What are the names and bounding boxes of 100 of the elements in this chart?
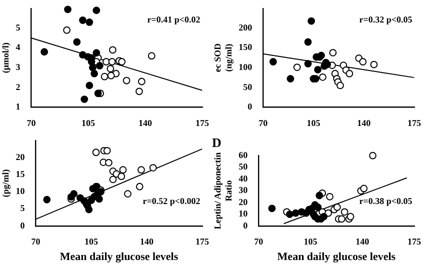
y-tick-label: 4 [16,42,21,52]
point [326,192,334,200]
x-tick-label: 175 [196,236,210,247]
point [100,72,108,80]
point [268,204,276,212]
point [346,70,354,78]
point [336,82,344,90]
point [314,66,322,74]
y-axis-title: (μmol/l) [0,42,11,74]
x-tick-label: 105 [84,236,99,247]
point [149,164,157,172]
y-tick-label: 60 [238,150,248,160]
point [92,148,100,156]
y-tick-label: 3 [16,62,21,72]
point [318,73,326,81]
point [136,88,143,96]
point [269,58,277,66]
point [107,72,115,80]
point [96,62,104,70]
point [292,209,300,217]
y-tick-label: 30 [238,185,248,196]
x-tick-label: 70 [31,236,41,247]
point [63,26,70,34]
point [360,184,368,192]
point [103,146,111,154]
y-tick-label: 0 [248,102,253,112]
x-tick-label: 70 [254,236,264,247]
point [106,64,114,72]
point [370,60,378,68]
x-tick-label: 175 [408,236,422,247]
y-tick-label: 2 [16,82,21,92]
point [316,192,324,200]
y-tick-label: 40 [238,173,248,184]
point [338,215,346,223]
y-tick-label: 150 [238,42,253,52]
annotation: r=0.38 p<0.05 [359,196,413,206]
point [90,70,98,78]
point [346,212,354,220]
point [96,195,103,203]
point [308,17,316,25]
point [302,209,310,217]
y-axis-title: Leptin/ Adiponectin Ratio [212,152,234,230]
y-tick-label: 200 [238,22,253,32]
annotation: r=0.32 p<0.05 [359,14,413,24]
annotation: r=0.52 p<0.002 [142,196,201,206]
x-tick-label: 175 [196,118,210,128]
x-tick-label: 175 [408,118,422,128]
point [320,212,328,220]
y-tick-label: 50 [238,162,248,172]
point [79,16,86,24]
point [86,82,94,90]
y-tick-label: 10 [238,208,248,219]
x-tick-label: 105 [306,118,321,128]
point [293,64,301,71]
point [138,166,145,174]
x-axis-title: Mean daily glucose levels [60,251,179,264]
x-tick-label: 140 [138,118,153,128]
point [108,58,116,66]
x-tick-label: 70 [258,118,268,128]
chart-title: D [212,135,222,150]
point [359,58,367,66]
point [138,78,146,86]
point [333,204,341,211]
point [92,49,100,57]
y-axis-title: ec SOD (ng/ml) [212,42,234,72]
y-tick-label: 5 [16,22,21,32]
point [340,208,348,216]
point [122,76,130,84]
x-axis-title: Mean daily glucose levels [277,251,396,264]
x-tick-label: 70 [26,118,36,128]
y-tick-label: 1 [16,102,21,112]
y-tick-label: 20 [16,152,26,162]
annotation: r=0.41 p<0.02 [147,14,201,24]
y-tick-label: 50 [243,82,253,92]
point [40,48,48,56]
point [43,196,51,204]
point [109,176,117,184]
point [94,90,102,98]
x-tick-label: 140 [357,118,372,128]
y-axis-title: (pg/ml) [0,169,11,198]
x-tick-label: 105 [82,118,96,128]
point [329,48,337,56]
point [64,6,72,14]
point [304,60,312,68]
point [118,58,126,66]
y-tick-label: 5 [20,203,26,214]
point [92,6,100,14]
point [86,18,94,26]
point [124,190,132,198]
y-tick-label: 0 [20,220,26,230]
point [286,75,294,82]
x-tick-label: 140 [356,236,370,247]
point [73,38,81,46]
y-tick-label: 15 [16,168,26,179]
point [85,206,93,214]
point [118,172,126,180]
point [102,58,110,66]
y-tick-label: 0 [243,220,248,230]
point [119,166,127,174]
y-tick-label: 100 [238,62,253,72]
